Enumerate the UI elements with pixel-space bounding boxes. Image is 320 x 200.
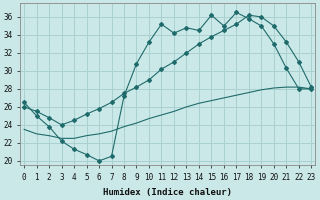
X-axis label: Humidex (Indice chaleur): Humidex (Indice chaleur) [103, 188, 232, 197]
